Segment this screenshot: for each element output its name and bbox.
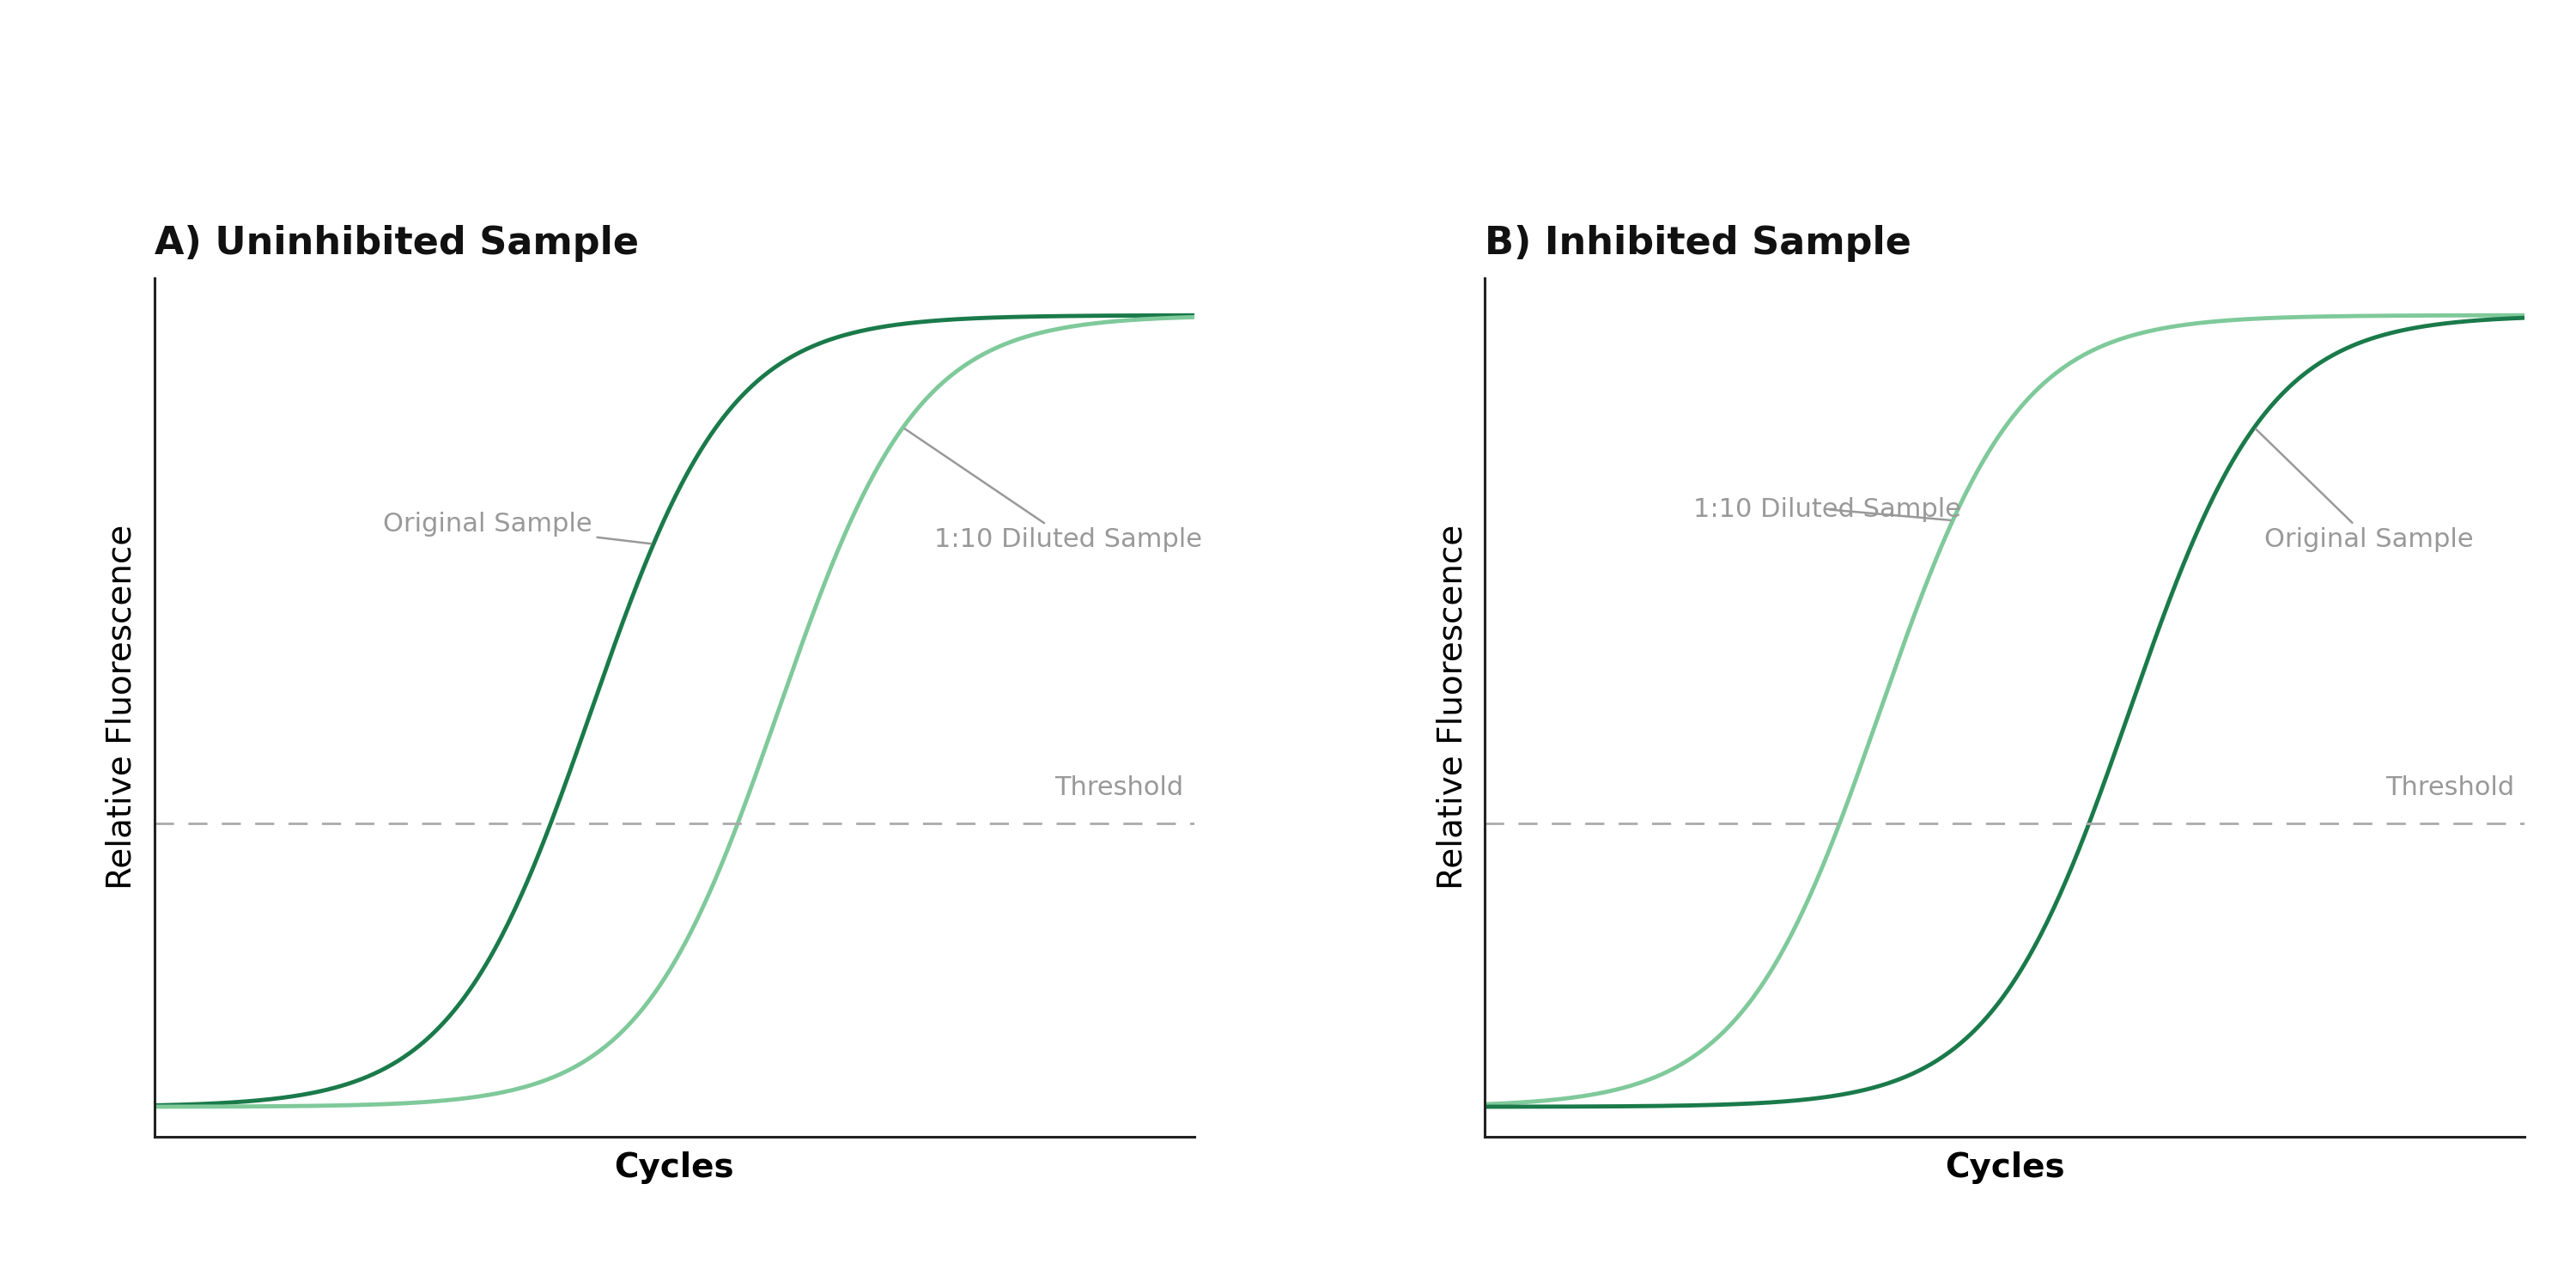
Y-axis label: Relative Fluorescence: Relative Fluorescence [106, 524, 139, 890]
Text: A) Uninhibited Sample: A) Uninhibited Sample [155, 225, 639, 261]
Text: 1:10 Diluted Sample: 1:10 Diluted Sample [1692, 496, 1960, 522]
X-axis label: Cycles: Cycles [613, 1151, 734, 1183]
Y-axis label: Relative Fluorescence: Relative Fluorescence [1435, 524, 1468, 890]
Text: Original Sample: Original Sample [384, 512, 652, 544]
Text: Original Sample: Original Sample [2257, 429, 2473, 552]
X-axis label: Cycles: Cycles [1945, 1151, 2066, 1183]
Text: Threshold: Threshold [2385, 775, 2514, 801]
Text: 1:10 Diluted Sample: 1:10 Diluted Sample [904, 429, 1203, 552]
Text: Threshold: Threshold [1054, 775, 1182, 801]
Text: B) Inhibited Sample: B) Inhibited Sample [1484, 225, 1911, 261]
